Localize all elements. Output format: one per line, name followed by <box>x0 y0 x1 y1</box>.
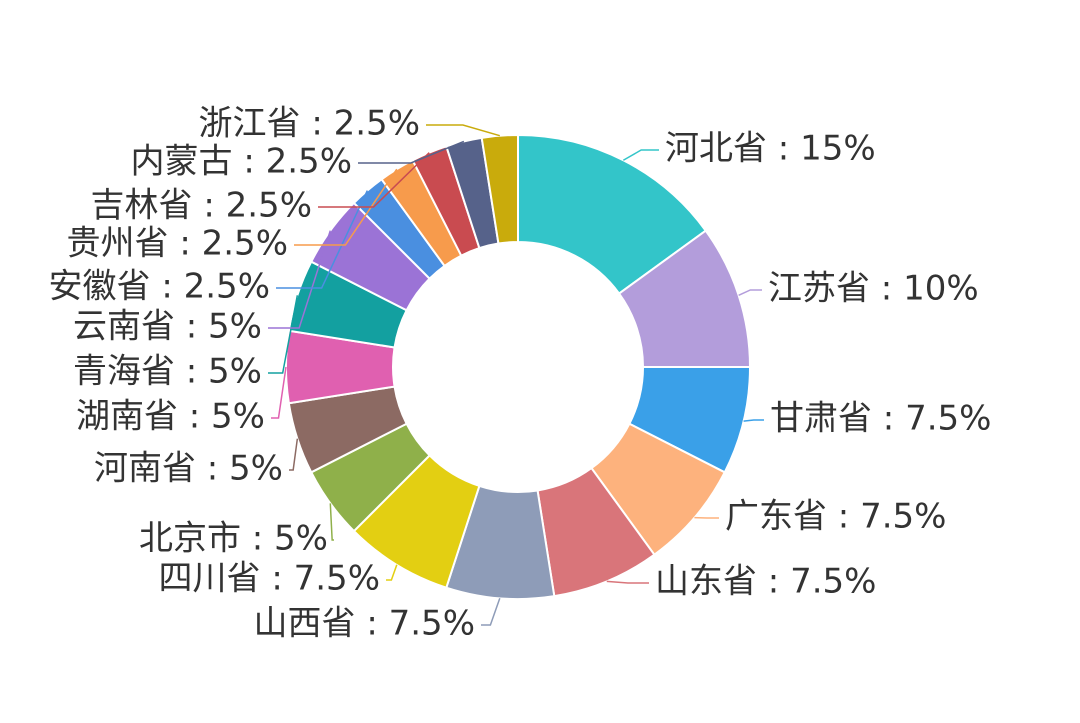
leader-line <box>271 366 287 419</box>
leader-line <box>426 124 501 137</box>
leader-line <box>622 149 659 161</box>
slice <box>517 133 708 295</box>
slice-label: 青海省 : 5% <box>73 352 262 392</box>
leader-line <box>738 289 762 296</box>
leader-line <box>289 438 299 471</box>
slice-label: 贵州省 : 2.5% <box>67 224 288 264</box>
slice-label: 云南省 : 5% <box>73 307 262 347</box>
leader-line <box>606 580 649 584</box>
slice-label: 河南省 : 5% <box>94 449 283 489</box>
leader-line <box>318 152 430 208</box>
slice-label: 广东省 : 7.5% <box>725 497 946 537</box>
slice-label: 甘肃省 : 7.5% <box>770 399 991 439</box>
leader-line <box>743 419 764 422</box>
leader-line <box>386 564 398 581</box>
leader-line <box>481 598 501 626</box>
leader-line <box>276 190 369 289</box>
slice-label: 山东省 : 7.5% <box>655 562 876 602</box>
slice-label: 四川省 : 7.5% <box>159 559 380 599</box>
slice-label: 吉林省 : 2.5% <box>91 186 312 226</box>
slice-label: 浙江省 : 2.5% <box>199 104 420 144</box>
leader-line <box>268 230 332 329</box>
slice-label: 内蒙古 : 2.5% <box>131 142 352 182</box>
slice-label: 湖南省 : 5% <box>76 397 265 437</box>
leader-line <box>268 295 299 374</box>
slice-label: 山西省 : 7.5% <box>254 604 475 644</box>
slice-label: 安徽省 : 2.5% <box>49 267 270 307</box>
leader-line <box>294 168 398 246</box>
slice-label: 北京市 : 5% <box>139 519 328 559</box>
leader-line <box>329 503 334 541</box>
slice-label: 河北省 : 15% <box>665 129 876 169</box>
slice-label: 江苏省 : 10% <box>768 269 979 309</box>
leader-line <box>358 140 465 164</box>
slice <box>480 133 519 245</box>
